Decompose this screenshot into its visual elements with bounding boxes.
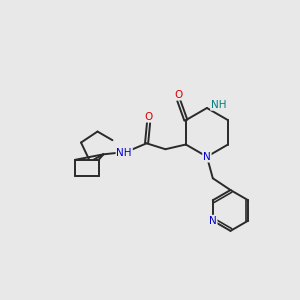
Text: N: N xyxy=(203,152,211,162)
Text: NH: NH xyxy=(116,148,132,158)
Text: NH: NH xyxy=(211,100,226,110)
Text: O: O xyxy=(144,112,153,122)
Text: O: O xyxy=(175,90,183,100)
Text: N: N xyxy=(209,216,217,226)
